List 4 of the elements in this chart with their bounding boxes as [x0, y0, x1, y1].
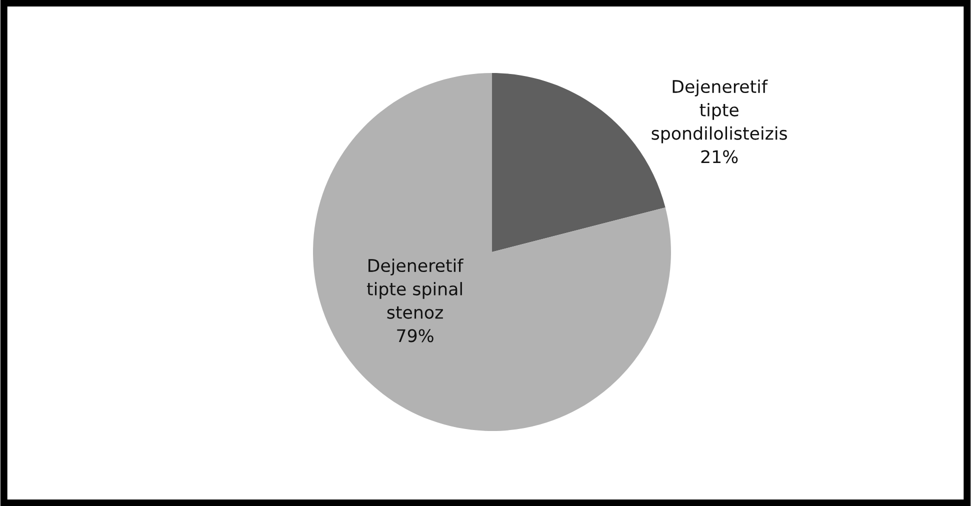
slice-label: Dejeneretif tipte spondilolisteizis: [652, 80, 787, 144]
slice-label: Dejeneretif tipte spinal stenoz: [366, 258, 464, 319]
data-label: 21%: [701, 150, 738, 164]
data-label: 79%: [397, 329, 434, 342]
